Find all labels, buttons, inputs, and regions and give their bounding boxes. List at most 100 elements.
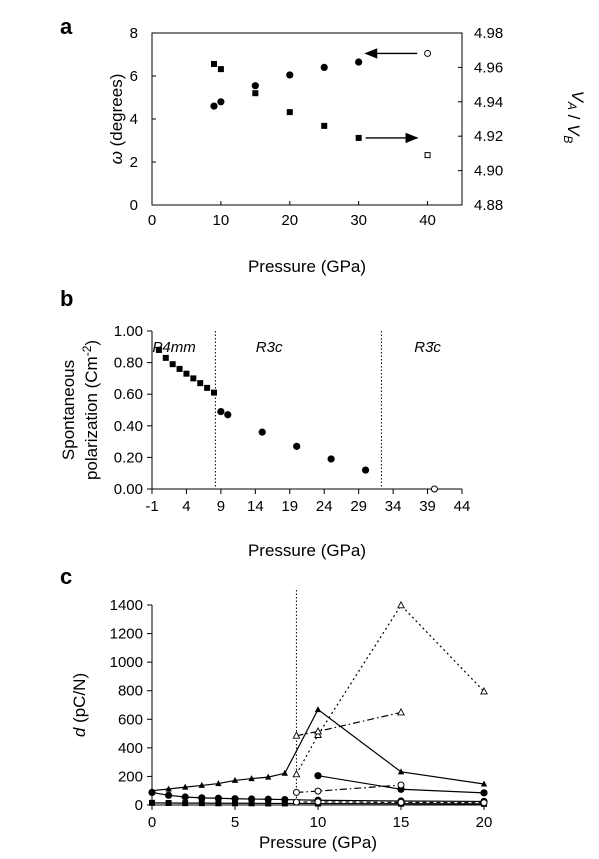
data-point: [480, 799, 488, 807]
data-point: [215, 800, 222, 807]
x-tick-label: 24: [316, 498, 333, 515]
x-tick-label: 20: [281, 212, 298, 229]
data-point: [198, 800, 205, 807]
data-point: [480, 780, 488, 787]
x-tick-label: 19: [281, 498, 298, 515]
y2-tick-label: 4.92: [474, 128, 503, 145]
data-point: [292, 731, 301, 739]
y-tick-label: 6: [130, 68, 138, 85]
y2-tick-label: 4.98: [474, 25, 503, 42]
data-point: [355, 58, 363, 66]
data-point: [424, 49, 432, 57]
y-tick-label: 0: [135, 797, 143, 814]
panel-a-label: a: [60, 14, 73, 39]
data-point: [183, 370, 190, 377]
data-point: [292, 798, 300, 806]
data-point: [397, 707, 405, 716]
data-point: [232, 800, 238, 807]
data-point: [314, 726, 322, 735]
panel-c: c0 5 10 15 200200400600800100012001400Pressu…: [60, 564, 492, 852]
data-point: [258, 428, 266, 436]
data-point: [397, 798, 405, 806]
x-tick-label: 5: [231, 814, 239, 831]
phase-label: R3̄c: [414, 339, 441, 356]
data-point: [204, 384, 211, 391]
data-point: [397, 768, 405, 775]
x-tick-label: 0: [148, 212, 156, 229]
x-tick-label: 4: [182, 498, 190, 515]
y-tick-label: 1.00: [114, 323, 143, 340]
data-point: [430, 485, 438, 493]
data-point: [281, 769, 288, 776]
y-axis-label: d (pC/N): [70, 673, 89, 737]
data-point: [327, 455, 335, 463]
data-point: [355, 134, 362, 141]
x-tick-label: 15: [393, 814, 410, 831]
data-point: [211, 60, 217, 67]
data-point: [162, 354, 169, 361]
data-point: [176, 365, 183, 372]
data-point: [215, 780, 222, 787]
x-tick-label: 40: [419, 212, 436, 229]
data-point: [480, 789, 488, 797]
phase-label: P4mm: [152, 339, 195, 356]
x-tick-label: 29: [350, 498, 367, 515]
data-point: [224, 411, 232, 419]
data-point: [293, 442, 301, 450]
series-line: [295, 604, 485, 775]
y-axis-label-line1: Spontaneous: [59, 360, 78, 460]
x-tick-label: 0: [148, 814, 156, 831]
y-tick-label: 1000: [110, 654, 143, 671]
data-point: [424, 152, 431, 159]
panel-c-label: c: [60, 564, 72, 589]
data-point: [252, 90, 259, 97]
data-point: [198, 781, 205, 788]
data-point: [165, 800, 172, 806]
data-point: [210, 102, 218, 110]
x-axis-label: Pressure (GPa): [248, 541, 366, 560]
y-tick-label: 800: [118, 683, 143, 700]
data-point: [321, 122, 328, 129]
series-line: [296, 711, 402, 737]
data-point: [197, 380, 204, 387]
x-tick-label: -1: [145, 498, 158, 515]
data-point: [292, 769, 301, 778]
x-tick-label: 44: [454, 498, 471, 515]
data-point: [286, 109, 293, 116]
y-tick-label: 0.20: [114, 449, 143, 466]
panel-a: a 0 10 20 30 40 0 2 4 6 8 4.88 4.90 4.92 4.94 4.96 4.98 P…: [60, 14, 587, 276]
y-tick-label: 600: [118, 711, 143, 728]
y-tick-label: 400: [118, 740, 143, 757]
data-point: [251, 82, 259, 90]
y-tick-label: 0: [130, 197, 138, 214]
series-line: [151, 708, 485, 792]
data-point: [165, 791, 173, 799]
x-tick-label: 14: [247, 498, 264, 515]
panel-b: b -1 4 9 14 19 24 29 34 39 44 0.00 0.20 0.40 0.60 0.80 1…: [59, 286, 470, 560]
data-point: [217, 98, 225, 106]
data-point: [281, 800, 288, 807]
data-point: [214, 794, 222, 802]
data-point: [314, 787, 322, 795]
y-axis-label: ω (degrees): [107, 74, 126, 165]
y-tick-label: 0.00: [114, 481, 143, 498]
data-point: [217, 66, 224, 73]
plot-frame: [151, 32, 463, 206]
y-tick-label: 2: [130, 154, 138, 171]
data-point: [198, 794, 206, 802]
data-point: [169, 361, 176, 368]
data-point: [314, 798, 322, 806]
x-tick-label: 10: [213, 212, 230, 229]
y-tick-label: 1200: [110, 626, 143, 643]
x-tick-label: 9: [217, 498, 225, 515]
data-point: [181, 793, 189, 801]
series-line: [296, 801, 485, 804]
data-point: [314, 772, 322, 780]
series-line: [296, 784, 402, 794]
data-point: [148, 788, 156, 797]
panel-b-label: b: [60, 286, 73, 311]
data-point: [480, 686, 488, 695]
data-point: [182, 800, 189, 807]
y2-tick-label: 4.94: [474, 94, 503, 111]
